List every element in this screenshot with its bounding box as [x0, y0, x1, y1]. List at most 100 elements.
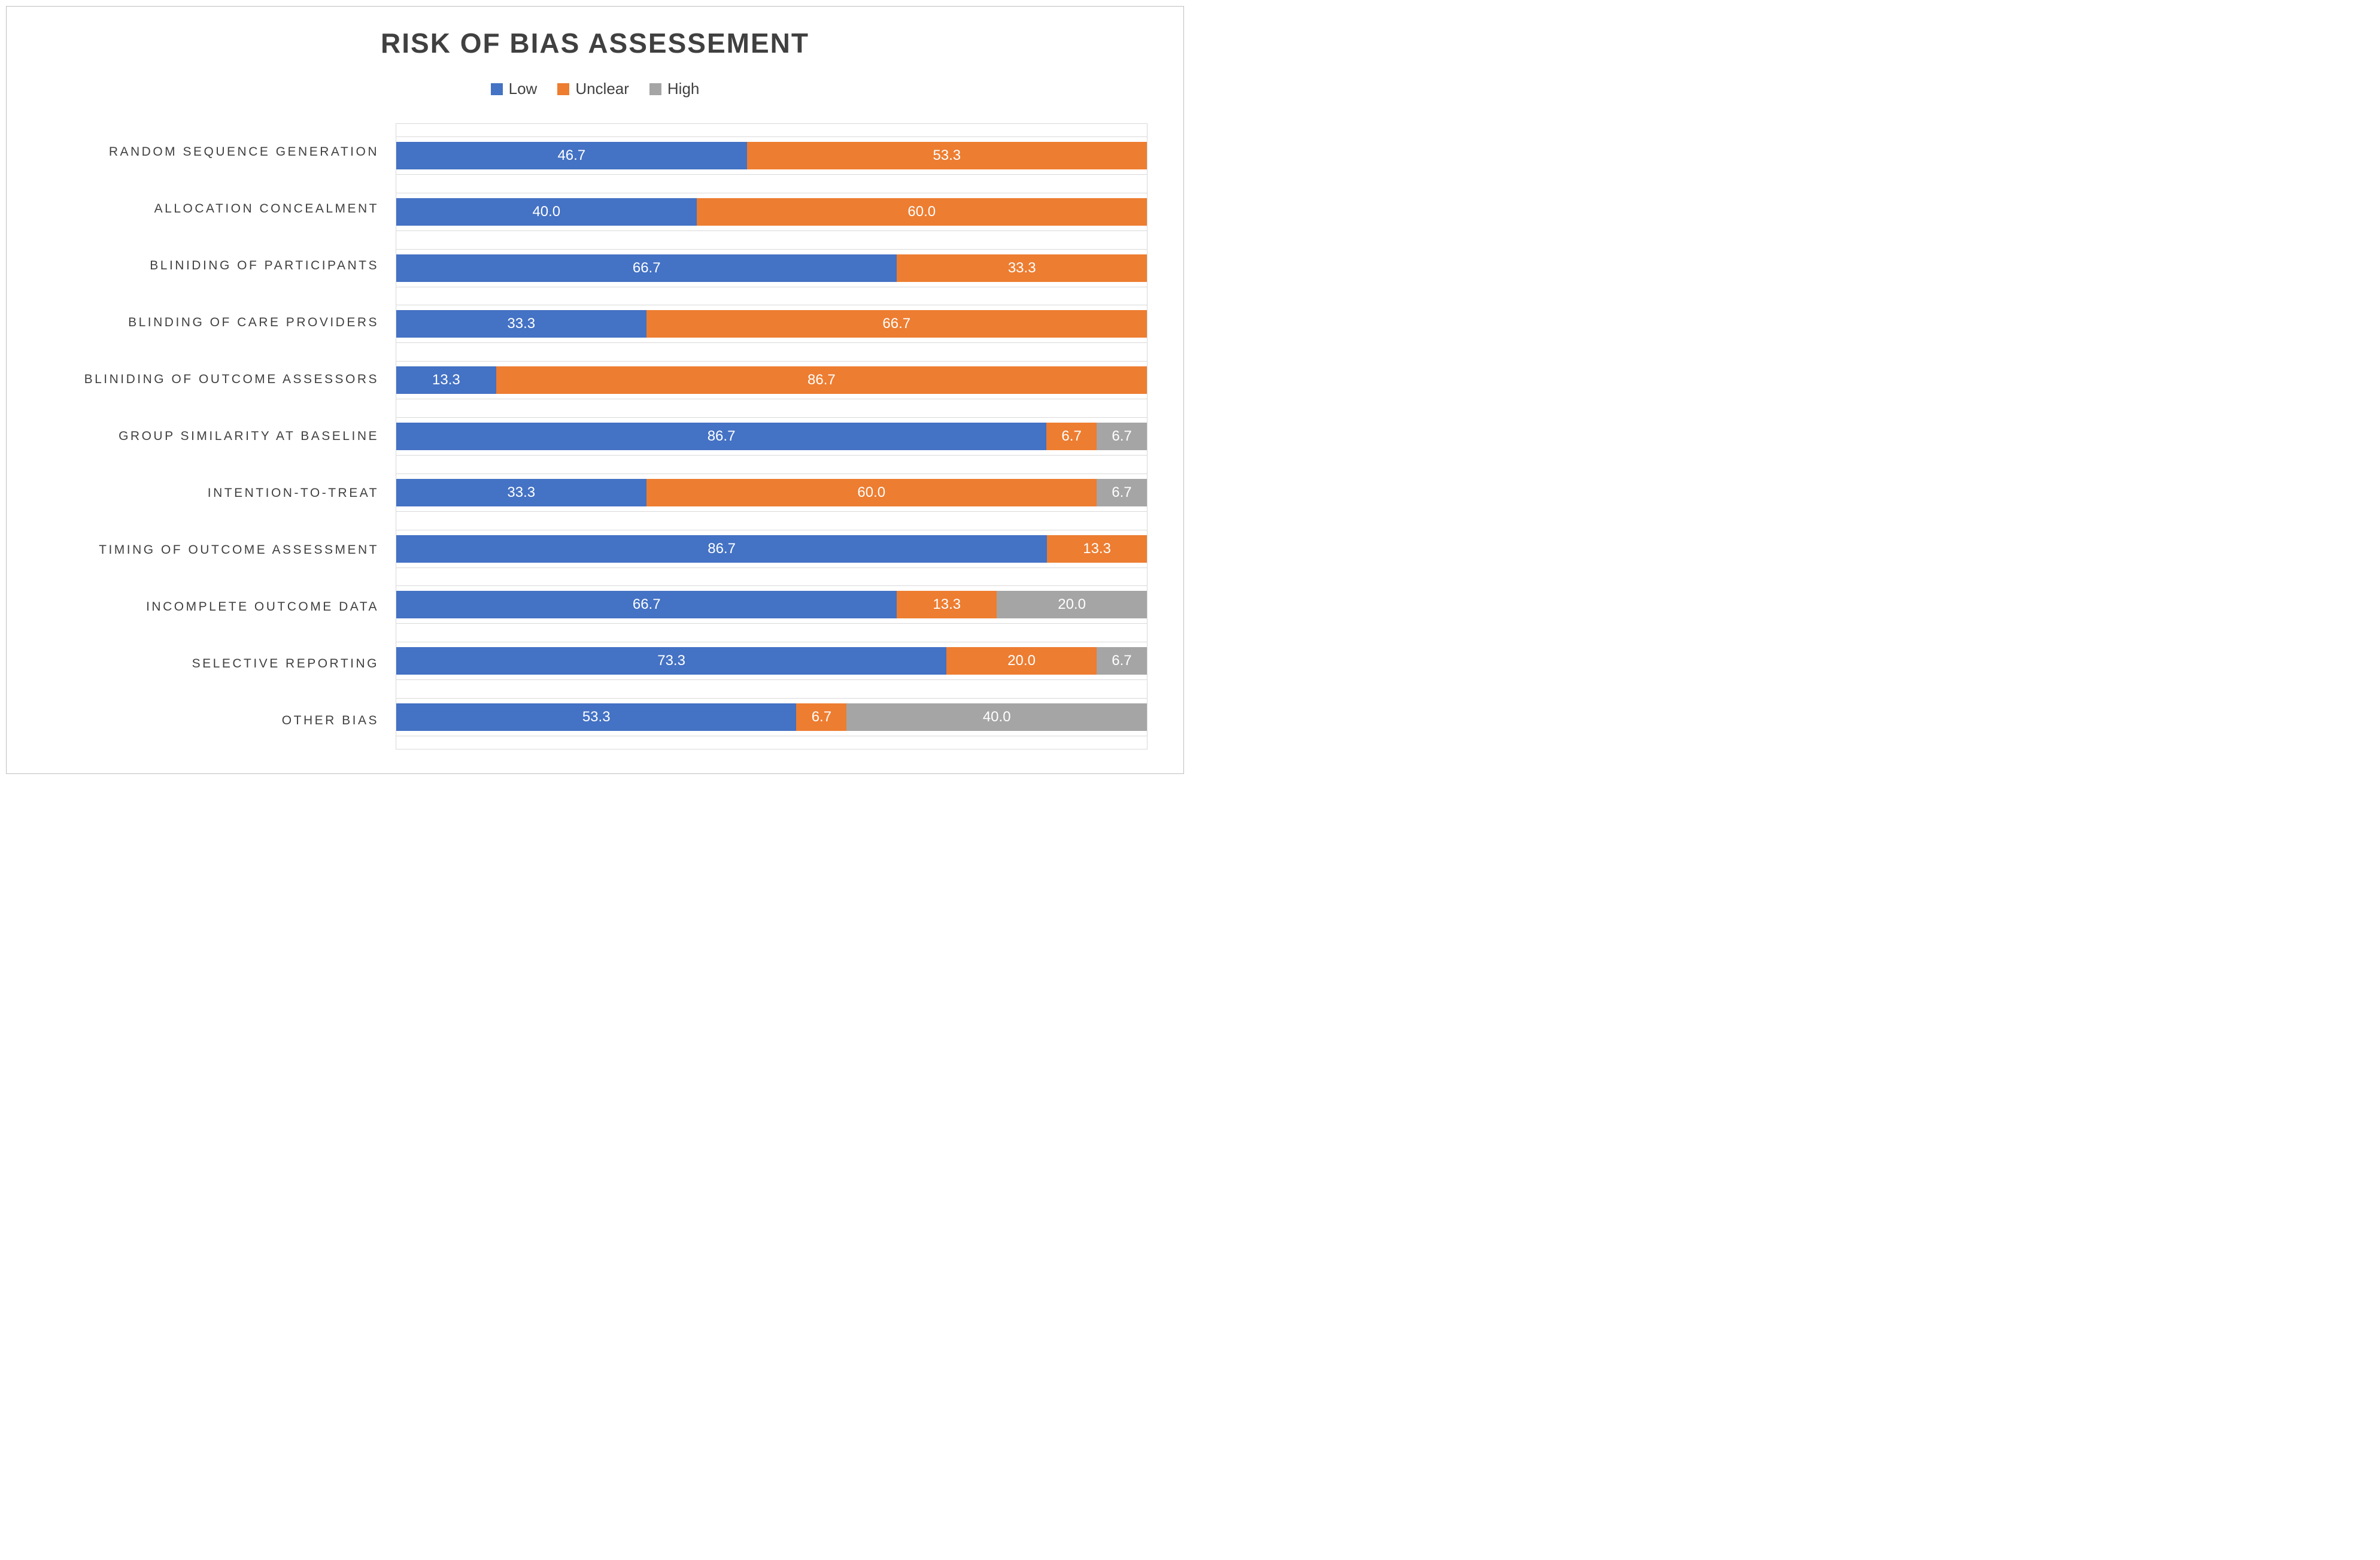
value-label: 13.3: [432, 372, 460, 389]
value-label: 60.0: [907, 203, 936, 220]
bar-segment-low: 46.7: [396, 141, 747, 169]
legend-label: Low: [508, 80, 538, 98]
category-label: GROUP SIMILARITY AT BASELINE: [119, 429, 379, 443]
legend-label: High: [667, 80, 700, 98]
value-label: 33.3: [1007, 259, 1036, 276]
bar-row: 46.7 53.3: [396, 136, 1147, 175]
category-label: BLINIDING OF OUTCOME ASSESSORS: [84, 372, 379, 386]
stacked-bar: 53.3 6.7 40.0: [396, 703, 1147, 732]
chart-region: RANDOM SEQUENCE GENERATION ALLOCATION CON…: [25, 123, 1148, 749]
stacked-bar: 73.3 20.0 6.7: [396, 647, 1147, 675]
value-label: 53.3: [582, 709, 611, 726]
bar-segment-unclear: 20.0: [946, 647, 1097, 675]
bar-segment-low: 40.0: [396, 198, 697, 226]
value-label: 13.3: [933, 596, 961, 613]
category-label: RANDOM SEQUENCE GENERATION: [108, 144, 379, 159]
bar-row: 53.3 6.7 40.0: [396, 698, 1147, 737]
bar-segment-unclear: 6.7: [1046, 422, 1097, 450]
bar-segment-unclear: 60.0: [646, 478, 1097, 506]
stacked-bar: 33.3 66.7: [396, 310, 1147, 338]
value-label: 33.3: [507, 484, 536, 500]
category-label: BLINIDING OF PARTICIPANTS: [150, 258, 379, 272]
legend-swatch-high: [649, 83, 661, 95]
legend-item-high: High: [649, 80, 699, 98]
stacked-bar: 40.0 60.0: [396, 198, 1147, 226]
bar-segment-low: 73.3: [396, 647, 947, 675]
value-label: 20.0: [1007, 652, 1036, 669]
bar-row: 13.3 86.7: [396, 361, 1147, 400]
bar-segment-low: 53.3: [396, 703, 797, 732]
value-label: 66.7: [882, 315, 911, 332]
category-label: INTENTION-TO-TREAT: [207, 486, 379, 500]
value-label: 40.0: [532, 203, 561, 220]
category-label: TIMING OF OUTCOME ASSESSMENT: [99, 543, 379, 557]
bar-segment-low: 13.3: [396, 366, 496, 394]
bar-row: 33.3 60.0 6.7: [396, 473, 1147, 512]
bar-segment-unclear: 13.3: [897, 591, 997, 619]
value-label: 13.3: [1083, 540, 1111, 557]
bar-row: 66.7 33.3: [396, 248, 1147, 287]
bar-row: 73.3 20.0 6.7: [396, 642, 1147, 681]
chart-title: RISK OF BIAS ASSESSEMENT: [381, 28, 809, 59]
legend-item-low: Low: [490, 80, 538, 98]
legend: Low Unclear High: [7, 80, 1183, 98]
bar-segment-high: 6.7: [1096, 647, 1147, 675]
plot-area: 46.7 53.3 40.0 60.0 66.7 33.3 33.3 66.7 13.3 86.7…: [396, 123, 1148, 749]
value-label: 20.0: [1058, 596, 1086, 613]
category-axis: RANDOM SEQUENCE GENERATION ALLOCATION CON…: [25, 123, 396, 749]
bar-segment-unclear: 60.0: [696, 198, 1147, 226]
bar-row: 66.7 13.3 20.0: [396, 585, 1147, 624]
category-label: SELECTIVE REPORTING: [192, 657, 379, 671]
stacked-bar: 46.7 53.3: [396, 141, 1147, 169]
bar-segment-low: 66.7: [396, 591, 897, 619]
value-label: 73.3: [657, 652, 685, 669]
bar-segment-unclear: 53.3: [746, 141, 1147, 169]
bar-segment-unclear: 6.7: [796, 703, 847, 732]
stacked-bar: 66.7 13.3 20.0: [396, 591, 1147, 619]
bar-segment-high: 20.0: [997, 591, 1147, 619]
value-label: 6.7: [1112, 484, 1132, 500]
value-label: 6.7: [811, 709, 832, 726]
stacked-bar: 86.7 13.3: [396, 535, 1147, 563]
value-label: 60.0: [857, 484, 886, 500]
legend-swatch-low: [490, 83, 503, 95]
bar-row: 86.7 6.7 6.7: [396, 417, 1148, 456]
value-label: 6.7: [1112, 427, 1132, 444]
chart-figure: RISK OF BIAS ASSESSEMENT Low Unclear High …: [6, 6, 1184, 774]
value-label: 46.7: [557, 147, 586, 163]
legend-item-unclear: Unclear: [557, 80, 629, 98]
bar-segment-low: 33.3: [396, 310, 646, 338]
stacked-bar: 66.7 33.3: [396, 254, 1147, 282]
category-label: OTHER BIAS: [281, 714, 379, 728]
value-label: 6.7: [1061, 427, 1082, 444]
bar-segment-unclear: 33.3: [897, 254, 1147, 282]
bar-segment-high: 6.7: [1096, 478, 1147, 506]
bar-row: 33.3 66.7: [396, 305, 1147, 344]
value-label: 66.7: [632, 596, 661, 613]
value-label: 86.7: [808, 372, 836, 389]
bar-segment-low: 86.7: [396, 422, 1047, 450]
value-label: 86.7: [708, 540, 736, 557]
stacked-bar: 86.7 6.7 6.7: [396, 422, 1148, 450]
legend-label: Unclear: [575, 80, 629, 98]
bar-row: 86.7 13.3: [396, 529, 1147, 568]
bar-segment-low: 86.7: [396, 535, 1048, 563]
bar-segment-low: 66.7: [396, 254, 897, 282]
stacked-bar: 13.3 86.7: [396, 366, 1147, 394]
value-label: 66.7: [632, 259, 661, 276]
bar-segment-unclear: 13.3: [1047, 535, 1147, 563]
bar-segment-high: 40.0: [846, 703, 1147, 732]
bar-segment-high: 6.7: [1097, 422, 1148, 450]
value-label: 53.3: [933, 147, 961, 163]
legend-swatch-unclear: [557, 83, 570, 95]
stacked-bar: 33.3 60.0 6.7: [396, 478, 1147, 506]
value-label: 86.7: [707, 427, 736, 444]
category-label: BLINDING OF CARE PROVIDERS: [128, 315, 379, 329]
bar-segment-low: 33.3: [396, 478, 646, 506]
category-label: ALLOCATION CONCEALMENT: [154, 201, 379, 216]
value-label: 6.7: [1112, 652, 1132, 669]
value-label: 40.0: [982, 709, 1011, 726]
bar-segment-unclear: 86.7: [496, 366, 1147, 394]
bar-row: 40.0 60.0: [396, 192, 1147, 231]
category-label: INCOMPLETE OUTCOME DATA: [146, 600, 379, 614]
